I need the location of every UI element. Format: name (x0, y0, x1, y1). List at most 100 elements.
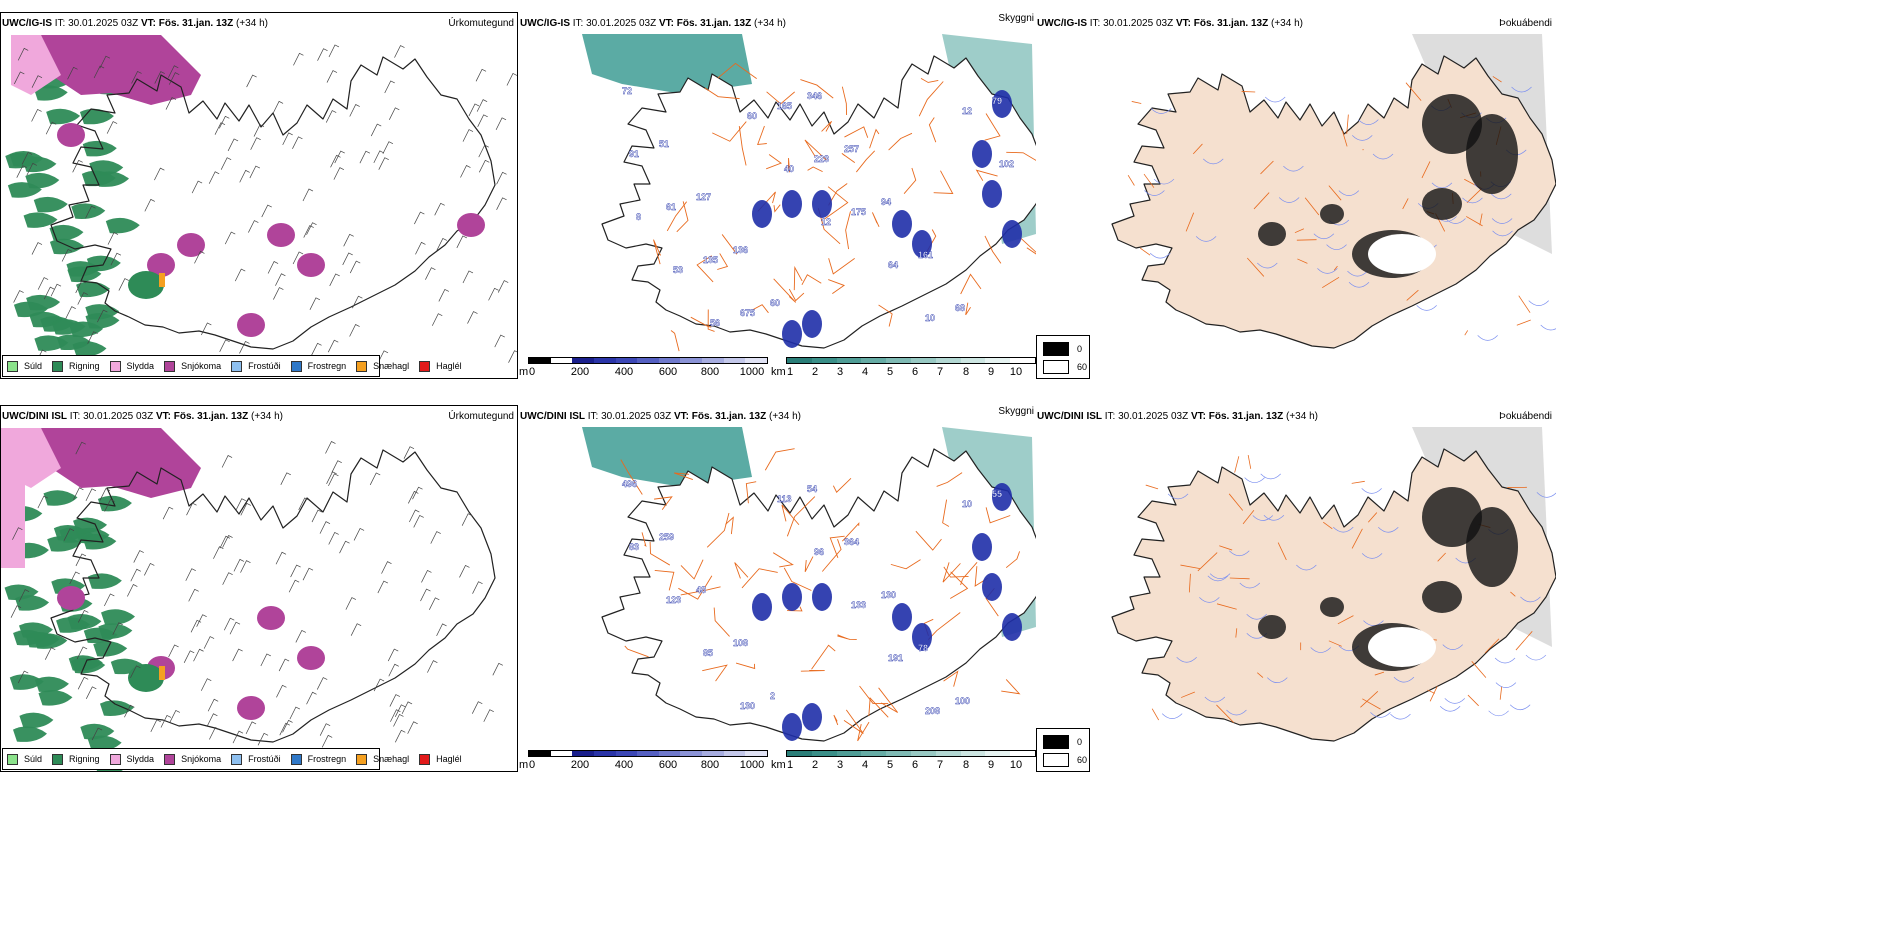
road (678, 575, 713, 600)
road (704, 87, 740, 100)
road (804, 139, 827, 161)
wind-barb (130, 665, 141, 678)
river (1149, 252, 1171, 259)
snow-patch (177, 233, 205, 257)
wind-barb (488, 287, 499, 301)
wind-barb (63, 528, 75, 541)
road (821, 120, 832, 132)
wind-barb (78, 609, 89, 623)
road (745, 481, 757, 504)
wind-barb (414, 211, 425, 225)
road (984, 235, 1002, 264)
wind-barb (10, 605, 22, 618)
road (984, 113, 1001, 141)
wind-barb (328, 473, 339, 487)
road (1374, 671, 1385, 676)
road (1406, 289, 1419, 301)
river (1520, 596, 1541, 603)
river (1488, 710, 1509, 717)
wind-barb (311, 509, 323, 523)
road (821, 539, 842, 572)
wind-barb (431, 313, 443, 326)
wind-barb (421, 569, 432, 583)
road (673, 472, 693, 481)
wind-barb (104, 593, 115, 607)
river (1363, 620, 1384, 626)
wind-barb (75, 553, 87, 567)
wind-barb (492, 662, 503, 676)
road (1241, 91, 1256, 93)
wind-barb (232, 648, 243, 662)
wind-barb (131, 70, 142, 84)
river (1370, 712, 1391, 718)
cloud-base-patch (982, 573, 1002, 601)
road (868, 697, 889, 718)
cloud-base-label: 108 (733, 638, 748, 648)
cloud-base-patch (802, 310, 822, 338)
cloud-base-label: 223 (814, 154, 829, 164)
cloud-base-label: 130 (881, 590, 896, 600)
wind-barb (317, 48, 328, 61)
river (1267, 677, 1288, 684)
wind-barb (290, 564, 301, 578)
road (1323, 521, 1333, 530)
rain-band (51, 319, 86, 335)
river (1378, 527, 1399, 533)
cloud-base-label: 10 (925, 313, 935, 323)
legend-item: Súld (7, 753, 42, 765)
wind-barb (37, 495, 49, 509)
river (1511, 86, 1532, 93)
road (800, 670, 825, 672)
road (845, 211, 851, 250)
wind-barb (31, 242, 43, 255)
river (1491, 193, 1512, 200)
cloud-base-label: 64 (888, 260, 898, 270)
road (878, 304, 893, 327)
road (832, 478, 852, 493)
rain-band (38, 690, 73, 706)
height-colorbar: m 0 200 400 600 800 1000 (518, 357, 768, 379)
wind-barb (382, 141, 394, 154)
road (960, 561, 978, 586)
cloud-base-label: 91 (629, 149, 639, 159)
legend-item: Frostregn (290, 360, 346, 372)
cloud-base-label: 496 (622, 479, 637, 489)
river (1431, 182, 1453, 189)
legend-item: Snjókoma (164, 360, 221, 372)
cloud-base-label: 8 (636, 212, 641, 222)
road (1145, 484, 1159, 490)
wind-barb (316, 677, 328, 690)
cloud-base-label: 10 (962, 499, 972, 509)
cloud-base-patch (972, 533, 992, 561)
road (1151, 708, 1160, 721)
wind-barb (339, 540, 350, 554)
wind-barb (321, 734, 333, 748)
wind-barb (267, 261, 279, 274)
wind-barb (85, 686, 97, 699)
wind-barb (200, 678, 212, 691)
river (1239, 582, 1261, 589)
river (1204, 696, 1226, 703)
road (918, 81, 944, 117)
road (707, 309, 715, 332)
wind-barb (456, 235, 467, 249)
river (1199, 597, 1220, 603)
river (1176, 657, 1197, 663)
wind-barb (436, 623, 447, 637)
panel-title: Úrkomutegund (448, 18, 514, 29)
road (878, 687, 899, 713)
wind-barb (224, 231, 236, 245)
rain-band (76, 281, 111, 298)
wind-barb (387, 648, 399, 662)
fog-indicator-patch (1422, 581, 1462, 613)
cloud-base-label: 346 (807, 91, 822, 101)
rain-patch (128, 664, 164, 692)
road (654, 496, 673, 510)
cloud-base-label: 191 (888, 653, 903, 663)
rain-band (99, 700, 134, 716)
road (788, 158, 791, 173)
road (1346, 114, 1349, 134)
road (1341, 130, 1348, 147)
road (717, 62, 757, 79)
wind-barb (186, 502, 197, 516)
